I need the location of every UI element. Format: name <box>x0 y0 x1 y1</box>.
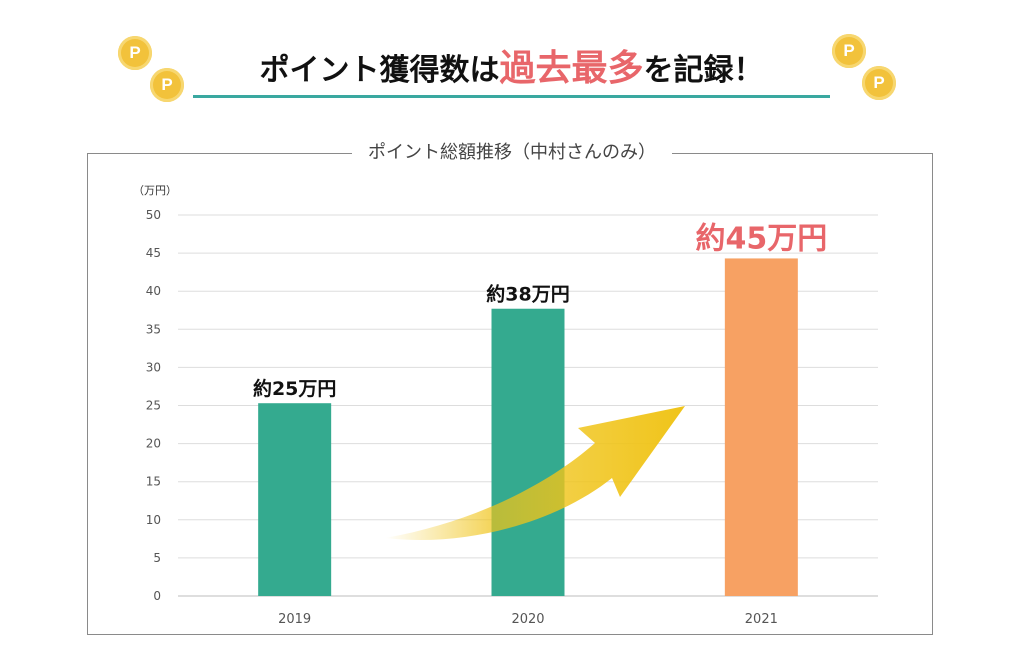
y-tick-label: 25 <box>146 399 161 413</box>
chart-title-wrap: ポイント総額推移（中村さんのみ） <box>0 139 1024 167</box>
coin-label: P <box>843 41 855 60</box>
x-tick-label: 2020 <box>511 612 544 627</box>
coin-p-icon: P <box>832 34 866 68</box>
data-label: 約25万円 <box>253 377 336 400</box>
y-tick-label: 45 <box>146 246 161 260</box>
coin-p-icon: P <box>150 68 184 102</box>
headline-text: ポイント獲得数は過去最多を記録！ <box>193 40 830 100</box>
y-tick-label: 15 <box>146 475 161 489</box>
y-tick-label: 0 <box>153 589 161 603</box>
bar-2021 <box>724 258 798 596</box>
y-tick-label: 10 <box>146 513 161 527</box>
headline-prefix: ポイント獲得数は <box>259 53 500 88</box>
data-label: 約45万円 <box>695 221 827 256</box>
upward-trend-arrow-icon <box>385 406 685 541</box>
x-tick-label: 2021 <box>745 612 778 627</box>
coin-label: P <box>129 43 141 62</box>
y-axis-unit-label: （万円） <box>133 184 177 197</box>
coin-label: P <box>161 75 173 94</box>
y-tick-label: 50 <box>146 208 161 222</box>
y-tick-label: 20 <box>146 437 161 451</box>
bars <box>258 258 798 596</box>
chart-title: ポイント総額推移（中村さんのみ） <box>352 139 672 167</box>
x-tick-label: 2019 <box>278 612 311 627</box>
y-tick-label: 5 <box>153 551 161 565</box>
headline-suffix: を記録！ <box>643 53 764 88</box>
headline-accent: 過去最多 <box>499 48 644 89</box>
bar-2019 <box>258 403 332 596</box>
y-tick-label: 30 <box>146 360 161 374</box>
coin-label: P <box>873 73 885 92</box>
y-tick-labels: 0 5 10 15 20 25 30 35 40 45 50 <box>146 208 161 603</box>
headline-underline <box>193 95 830 98</box>
headline: ポイント獲得数は過去最多を記録！ <box>193 40 830 98</box>
data-labels: 約25万円 約38万円 約45万円 <box>253 221 827 400</box>
x-tick-labels: 2019 2020 2021 <box>278 612 778 627</box>
coin-p-icon: P <box>118 36 152 70</box>
y-tick-label: 35 <box>146 322 161 336</box>
data-label: 約38万円 <box>486 283 569 306</box>
y-tick-label: 40 <box>146 284 161 298</box>
bar-2020 <box>491 308 565 596</box>
coin-p-icon: P <box>862 66 896 100</box>
